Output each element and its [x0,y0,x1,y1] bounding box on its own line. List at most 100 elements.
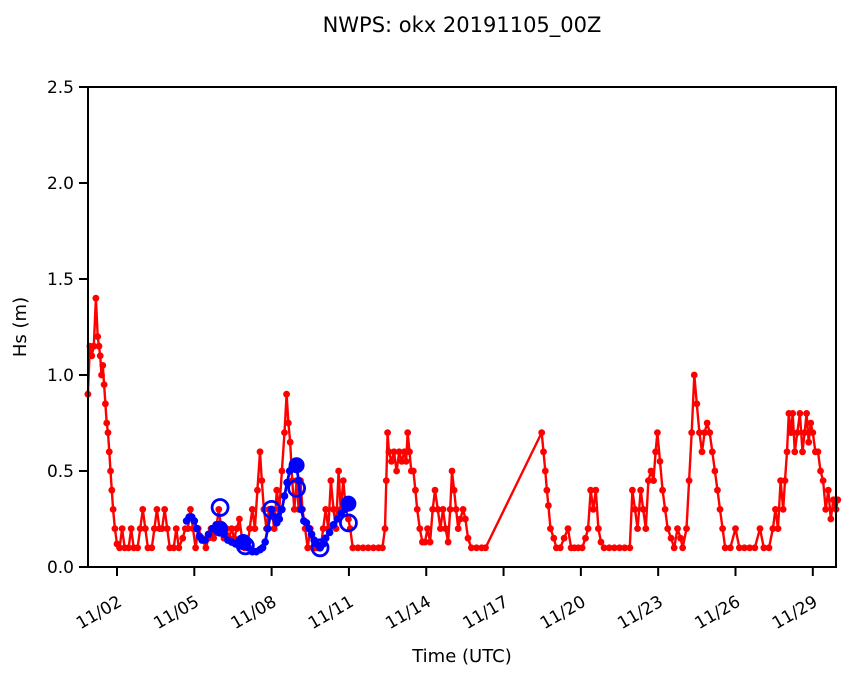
model-hs-marker [482,544,489,552]
model-hs-marker [286,438,294,446]
observed-hs-marker [305,524,313,533]
model-hs-marker [335,467,343,475]
model-hs-marker [677,534,685,542]
model-hs-marker [236,515,243,523]
observed-hs-marker [302,519,311,527]
model-hs-marker [416,525,424,532]
model-hs-marker [439,506,447,513]
model-hs-marker [101,400,109,408]
model-hs-marker [248,506,256,513]
model-hs-marker [467,544,475,552]
model-hs-marker [667,534,675,542]
model-hs-marker [434,506,442,513]
model-hs-marker [547,525,554,532]
model-hs-marker [179,534,187,542]
model-hs-marker [714,486,721,494]
y-tick-label: 2.5 [47,78,74,98]
model-hs-marker [732,525,739,532]
model-hs-marker [805,438,813,446]
model-hs-marker [150,525,158,532]
model-hs-marker [437,525,444,532]
model-hs-marker [719,525,727,532]
x-tick-label: 11/14 [382,592,434,634]
model-hs-marker [716,506,724,513]
model-hs-marker [382,477,390,484]
model-hs-marker [735,544,743,552]
model-hs-marker [254,486,261,494]
x-tick-label: 11/26 [692,592,744,634]
model-hs-marker [746,544,754,552]
x-tick-label: 11/17 [460,592,512,634]
model-hs-marker [270,525,278,532]
model-hs-marker [359,544,367,552]
model-hs-marker [756,525,764,532]
model-hs-marker [540,448,547,456]
model-hs-marker [824,486,832,494]
model-hs-marker [448,467,456,475]
model-hs-marker [184,525,192,532]
model-hs-marker [796,410,804,417]
model-hs-marker [424,525,431,532]
model-hs-marker [664,525,672,532]
x-tick-label: 11/08 [228,592,280,634]
model-hs-marker [273,486,281,494]
model-hs-marker [587,486,595,494]
model-hs-marker [283,390,290,398]
y-tick-label: 2.0 [47,174,74,194]
model-hs-marker [452,506,460,513]
model-hs-marker [616,544,623,552]
model-hs-marker [550,534,558,542]
model-hs-marker [233,525,241,532]
model-hs-marker [459,506,467,513]
model-hs-marker [789,410,797,417]
model-hs-marker [592,486,600,494]
model-hs-marker [258,477,266,484]
model-hs-marker [100,381,108,388]
model-hs-marker [109,506,117,513]
observed-hs-marker [263,524,272,533]
model-hs-marker [379,544,386,552]
model-hs-marker [791,448,799,456]
model-hs-marker [393,467,401,475]
model-hs-marker [661,506,669,513]
model-hs-marker [111,525,119,532]
model-hs-marker [644,477,652,484]
model-hs-marker [431,486,439,494]
model-hs-marker [765,544,773,552]
model-hs-marker [564,525,572,532]
model-hs-marker [650,477,657,484]
model-hs-marker [801,429,808,436]
model-hs-marker [136,525,144,532]
daily-00z-open-circle-marker [287,478,307,498]
y-tick-label: 1.5 [47,270,74,290]
observed-hs-marker [297,505,306,514]
model-hs-marker [228,525,236,532]
model-hs-marker [827,515,835,523]
observed-hs-marker [190,517,199,525]
model-hs-marker [751,544,759,552]
model-hs-marker [711,467,719,475]
observed-hs-marker [258,544,267,552]
model-hs-marker [153,506,161,513]
plot-body: 11/02 11/05 11/08 11/11 11/14 11/17 11/20 11/23… [47,78,842,634]
model-hs-marker [629,486,636,494]
model-hs-marker [442,525,449,532]
model-hs-marker [421,538,429,546]
model-hs-marker [385,448,393,456]
x-tick-label: 11/05 [150,592,202,634]
model-hs-marker [822,506,830,513]
model-hs-marker [637,486,645,494]
model-hs-marker [278,467,286,475]
model-hs-marker [406,448,413,456]
model-hs-marker [541,467,549,475]
model-hs-marker [134,544,142,552]
model-hs-marker [605,544,613,552]
model-hs-marker [708,448,716,456]
model-hs-marker [701,429,708,436]
model-hs-marker [148,544,156,552]
y-tick-label: 0.5 [47,462,74,482]
x-tick-label: 11/23 [614,592,666,634]
model-hs-marker [809,429,817,436]
model-hs-marker [779,506,787,513]
